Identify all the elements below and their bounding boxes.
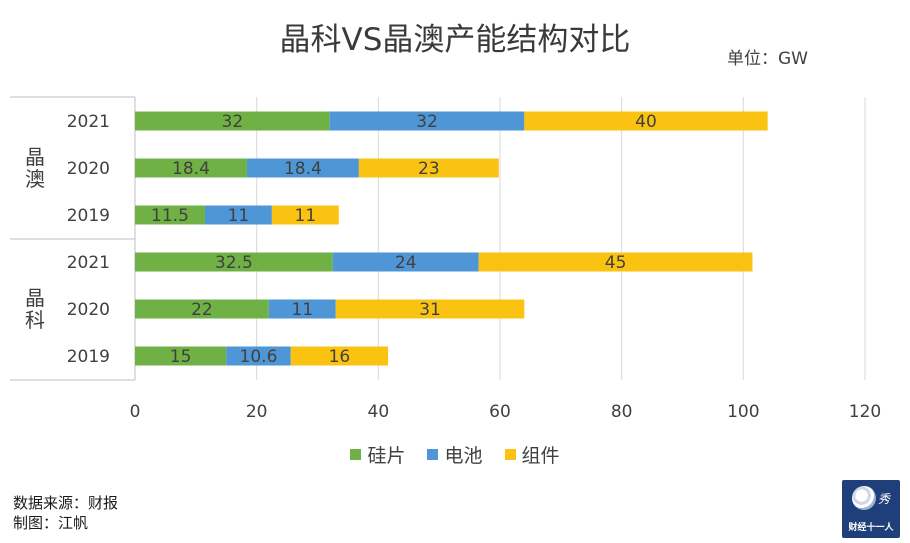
data-label: 18.4 xyxy=(172,159,210,179)
legend-label: 硅片 xyxy=(367,445,406,467)
data-label: 32.5 xyxy=(215,253,253,273)
legend-label: 组件 xyxy=(521,445,560,467)
data-label: 11 xyxy=(295,206,317,226)
bar-segment xyxy=(271,205,339,225)
bar-segment xyxy=(335,299,525,319)
globe-icon xyxy=(852,486,876,510)
year-label: 2021 xyxy=(67,253,110,273)
bar-segment xyxy=(329,111,525,131)
logo-text: 财经十一人 xyxy=(848,523,894,533)
year-label: 2021 xyxy=(67,112,110,132)
data-label: 31 xyxy=(419,300,441,320)
data-label: 24 xyxy=(395,253,417,273)
x-tick-label: 80 xyxy=(611,402,633,422)
legend-label: 电池 xyxy=(444,445,483,467)
data-label: 40 xyxy=(635,112,657,132)
x-tick-label: 120 xyxy=(849,402,881,422)
year-label: 2019 xyxy=(67,347,110,367)
data-label: 11.5 xyxy=(151,206,189,226)
logo-mark: 秀 xyxy=(878,492,891,506)
group-label: 晶科 xyxy=(25,286,45,332)
x-tick-label: 0 xyxy=(130,402,141,422)
chart-legend: 硅片 电池 组件 xyxy=(0,441,910,468)
x-tick-label: 20 xyxy=(246,402,268,422)
legend-item: 组件 xyxy=(504,441,560,468)
legend-swatch xyxy=(427,449,439,460)
bar-segment xyxy=(226,346,291,366)
year-label: 2020 xyxy=(67,159,110,179)
year-label: 2020 xyxy=(67,300,110,320)
data-label: 11 xyxy=(291,300,313,320)
unit-label: 单位：GW xyxy=(727,49,808,69)
data-label: 10.6 xyxy=(240,347,278,367)
data-label: 18.4 xyxy=(284,159,322,179)
data-label: 16 xyxy=(329,347,351,367)
legend-swatch xyxy=(350,449,362,460)
bar-segment xyxy=(135,252,333,272)
year-label: 2019 xyxy=(67,206,110,226)
x-tick-label: 40 xyxy=(368,402,390,422)
publisher-logo: 秀 财经十一人 xyxy=(842,480,900,538)
bar-segment xyxy=(524,111,768,131)
data-label: 32 xyxy=(416,112,438,132)
bar-segment xyxy=(332,252,479,272)
data-label: 23 xyxy=(418,159,440,179)
chart-title: 晶科VS晶澳产能结构对比 xyxy=(279,22,631,58)
legend-item: 电池 xyxy=(427,441,483,468)
data-source-note: 数据来源：财报 xyxy=(13,494,119,512)
author-note: 制图：江帆 xyxy=(13,514,89,532)
data-label: 11 xyxy=(228,206,250,226)
bar-segment xyxy=(135,346,227,366)
x-tick-label: 60 xyxy=(489,402,511,422)
data-label: 32 xyxy=(222,112,244,132)
bar-segment xyxy=(246,158,359,178)
bar-segment xyxy=(290,346,389,366)
bar-segment xyxy=(135,299,269,319)
bar-segment xyxy=(135,111,330,131)
x-tick-label: 100 xyxy=(727,402,759,422)
bar-segment xyxy=(478,252,753,272)
bar-segment xyxy=(204,205,272,225)
bar-segment xyxy=(135,158,247,178)
legend-swatch xyxy=(504,449,516,460)
legend-item: 硅片 xyxy=(350,441,405,468)
bar-segment xyxy=(268,299,336,319)
bar-segment xyxy=(358,158,499,178)
bar-segment xyxy=(135,205,205,225)
data-label: 45 xyxy=(605,253,627,273)
group-label: 晶澳 xyxy=(25,145,45,191)
data-label: 22 xyxy=(191,300,213,320)
data-label: 15 xyxy=(170,347,192,367)
